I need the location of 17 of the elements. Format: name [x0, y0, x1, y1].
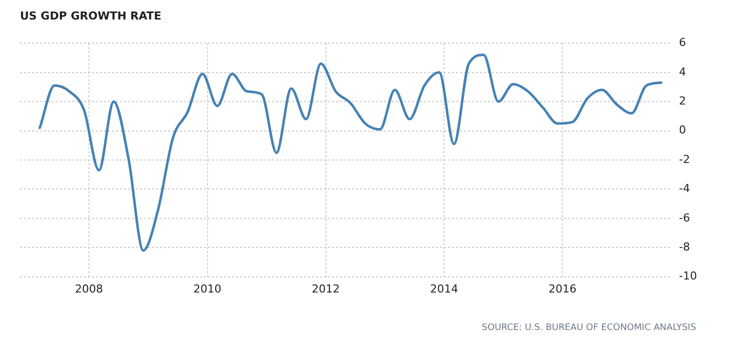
- y-tick-label: -4: [679, 182, 690, 196]
- x-tick-label: 2016: [548, 282, 577, 296]
- x-tick-label: 2008: [75, 282, 104, 296]
- y-tick-label: 6: [679, 36, 686, 50]
- y-tick-label: 4: [679, 65, 686, 78]
- x-tick-label: 2014: [430, 282, 458, 296]
- y-tick-label: 2: [679, 94, 686, 108]
- y-tick-label: -8: [679, 240, 690, 254]
- y-tick-label: -2: [679, 152, 690, 166]
- x-tick-label: 2010: [193, 282, 222, 296]
- source-note: SOURCE: U.S. BUREAU OF ECONOMIC ANALYSIS: [482, 323, 696, 333]
- y-tick-label: -6: [679, 211, 690, 224]
- chart-title: US GDP GROWTH RATE: [20, 9, 162, 22]
- y-tick-label: 0: [679, 124, 686, 137]
- x-tick-label: 2012: [312, 282, 340, 296]
- line-series: [38, 54, 662, 252]
- y-tick-label: -10: [679, 270, 697, 283]
